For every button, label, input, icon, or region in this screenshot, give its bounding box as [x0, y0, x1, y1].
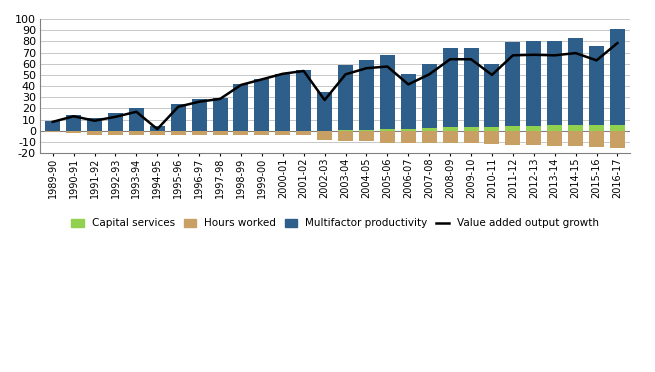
Bar — [526, 126, 541, 131]
Bar — [150, 126, 165, 131]
Bar — [568, 131, 583, 147]
Bar — [547, 131, 562, 147]
Bar — [547, 125, 562, 131]
Bar — [317, 92, 332, 131]
Bar — [610, 29, 625, 125]
Bar — [359, 60, 374, 130]
Bar — [338, 65, 353, 130]
Bar — [589, 46, 604, 125]
Bar — [296, 131, 311, 135]
Bar — [108, 113, 123, 131]
Bar — [422, 131, 437, 142]
Bar — [66, 115, 81, 131]
Bar — [589, 125, 604, 131]
Bar — [380, 129, 395, 131]
Bar — [526, 131, 541, 145]
Bar — [129, 108, 144, 131]
Bar — [45, 121, 60, 131]
Bar — [506, 42, 521, 126]
Bar — [317, 131, 332, 140]
Bar — [192, 99, 207, 131]
Bar — [506, 126, 521, 131]
Bar — [610, 131, 625, 148]
Bar — [296, 70, 311, 131]
Bar — [192, 131, 207, 135]
Bar — [589, 131, 604, 147]
Bar — [212, 98, 227, 131]
Bar — [443, 131, 458, 143]
Bar — [380, 131, 395, 142]
Bar — [401, 131, 416, 142]
Bar — [254, 79, 269, 131]
Bar — [401, 74, 416, 129]
Bar — [485, 127, 500, 131]
Legend: Capital services, Hours worked, Multifactor productivity, Value added output gro: Capital services, Hours worked, Multifac… — [71, 218, 599, 228]
Bar — [275, 131, 290, 135]
Bar — [547, 41, 562, 125]
Bar — [108, 131, 123, 135]
Bar — [610, 125, 625, 131]
Bar — [275, 74, 290, 131]
Bar — [212, 131, 227, 135]
Bar — [66, 131, 81, 133]
Bar — [526, 41, 541, 126]
Bar — [506, 131, 521, 145]
Bar — [443, 48, 458, 127]
Bar — [464, 48, 479, 127]
Bar — [485, 131, 500, 144]
Bar — [150, 131, 165, 135]
Bar — [87, 131, 102, 135]
Bar — [338, 130, 353, 131]
Bar — [443, 127, 458, 131]
Bar — [464, 127, 479, 131]
Bar — [233, 131, 248, 135]
Bar — [568, 125, 583, 131]
Bar — [422, 64, 437, 128]
Bar — [171, 104, 186, 131]
Bar — [380, 55, 395, 129]
Bar — [87, 118, 102, 131]
Bar — [485, 64, 500, 127]
Bar — [171, 131, 186, 135]
Bar — [464, 131, 479, 143]
Bar — [45, 131, 60, 132]
Bar — [568, 38, 583, 125]
Bar — [233, 84, 248, 131]
Bar — [129, 131, 144, 135]
Bar — [359, 130, 374, 131]
Bar — [422, 128, 437, 131]
Bar — [254, 131, 269, 135]
Bar — [359, 131, 374, 141]
Bar — [338, 131, 353, 141]
Bar — [401, 129, 416, 131]
